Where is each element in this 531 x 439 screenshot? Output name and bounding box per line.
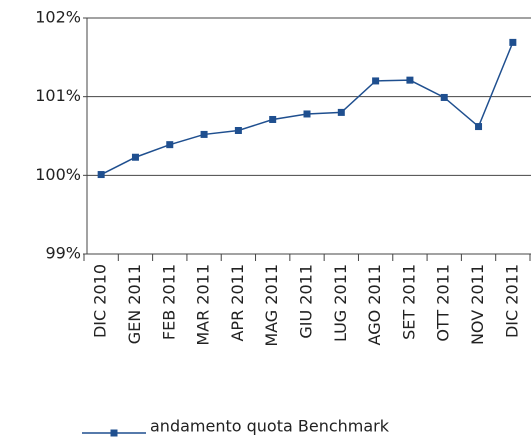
- marker: [509, 38, 517, 46]
- x-tick-label: GEN 2011: [125, 264, 144, 344]
- x-tick-label: MAR 2011: [194, 264, 213, 346]
- marker: [372, 77, 380, 85]
- marker: [200, 130, 208, 138]
- x-tick-label: FEB 2011: [159, 264, 178, 340]
- marker: [234, 126, 242, 134]
- y-tick-label: 101%: [35, 86, 81, 105]
- x-tick-label: GIU 2011: [297, 264, 316, 339]
- x-tick-label: MAG 2011: [262, 264, 281, 347]
- marker: [269, 115, 277, 123]
- x-tick-label: AGO 2011: [365, 264, 384, 345]
- marker: [406, 76, 414, 84]
- x-tick-label: LUG 2011: [331, 264, 350, 342]
- marker: [97, 171, 105, 179]
- marker: [166, 141, 174, 149]
- marker: [337, 108, 345, 116]
- x-tick-label: NOV 2011: [468, 264, 487, 345]
- x-tick-label: SET 2011: [399, 264, 418, 340]
- legend-label: andamento quota Benchmark: [150, 417, 390, 436]
- marker: [303, 110, 311, 118]
- line: [100, 42, 514, 176]
- legend-marker: [110, 429, 118, 437]
- marker: [440, 93, 448, 101]
- y-tick-label: 102%: [35, 8, 81, 27]
- marker: [131, 153, 139, 161]
- x-tick-label: OTT 2011: [434, 264, 453, 342]
- x-tick-label: DIC 2011: [502, 264, 521, 338]
- y-tick-label: 100%: [35, 165, 81, 184]
- y-tick-label: 99%: [45, 244, 81, 263]
- x-tick-label: APR 2011: [228, 264, 247, 342]
- x-tick-label: DIC 2010: [91, 264, 110, 338]
- marker: [475, 123, 483, 131]
